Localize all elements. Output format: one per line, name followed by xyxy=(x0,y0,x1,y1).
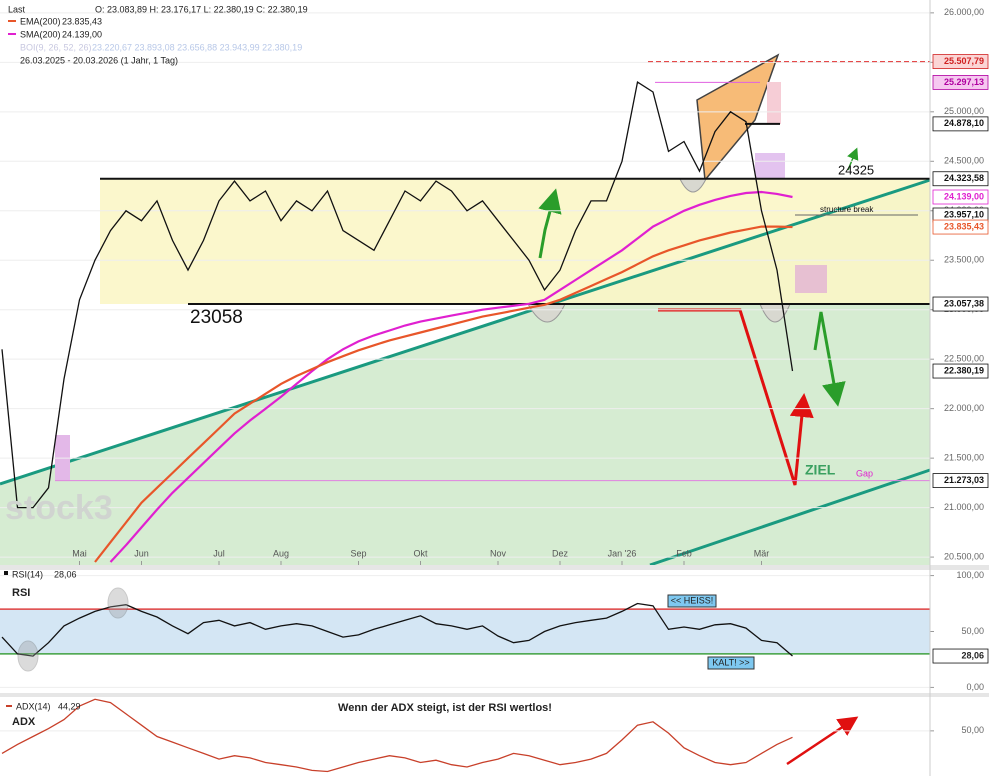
legend-value: 24.139,00 xyxy=(62,29,102,39)
x-tick-label: Okt xyxy=(413,548,428,558)
annotation: ZIEL xyxy=(805,462,836,478)
price-marker xyxy=(932,219,989,235)
legend-value: 28,06 xyxy=(54,569,77,579)
x-tick-label: Nov xyxy=(490,548,507,558)
callout xyxy=(667,594,717,608)
legend-value: 44,29 xyxy=(58,701,81,711)
price-marker-label: 25.507,79 xyxy=(944,56,984,66)
y-tick-label: 21.500,00 xyxy=(944,453,984,463)
curve-marker xyxy=(679,178,707,193)
series-line xyxy=(1,602,793,657)
price-marker xyxy=(932,473,989,488)
price-marker xyxy=(932,54,989,69)
series-line xyxy=(94,225,793,563)
x-tick-label: Sep xyxy=(350,548,366,558)
x-tick-label: Mai xyxy=(72,548,87,558)
price-marker xyxy=(932,296,989,312)
price-marker xyxy=(932,171,989,187)
indicator-values: 23.220,67 23.893,08 23.656,88 23.943,99 … xyxy=(92,42,302,52)
x-tick-label: Jun xyxy=(134,548,149,558)
price-marker-label: 23.057,38 xyxy=(944,298,984,308)
panel-separator xyxy=(0,693,989,697)
price-marker-label: 24.323,58 xyxy=(944,173,984,183)
legend-swatch xyxy=(8,20,16,22)
price-marker xyxy=(932,75,989,90)
annotation: << HEISS! xyxy=(671,595,714,605)
trend-line xyxy=(649,468,931,567)
annotation: structure break xyxy=(820,205,874,214)
arrow xyxy=(813,311,846,407)
price-marker-label: 21.273,03 xyxy=(944,475,984,485)
series-line xyxy=(1,698,793,773)
y-tick-label: 50,00 xyxy=(961,725,984,735)
curve-marker xyxy=(17,640,39,672)
callout xyxy=(707,656,755,670)
legend-label: EMA(200) xyxy=(20,16,61,26)
price-marker-label: 23.835,43 xyxy=(944,221,984,231)
price-marker-label: 25.297,13 xyxy=(944,77,984,87)
annotation: 24325 xyxy=(838,162,874,177)
indicator: BOI(9, 26, 52, 26) xyxy=(20,42,92,52)
y-tick-label: 22.000,00 xyxy=(944,403,984,413)
legend-swatch xyxy=(6,705,12,707)
price-marker-label: 22.380,19 xyxy=(944,365,984,375)
legend-swatch xyxy=(8,33,16,35)
panel-label: ADX xyxy=(12,716,36,728)
ohlc: O: 23.083,89 H: 23.176,17 L: 22.380,19 C… xyxy=(95,4,308,14)
trend-line xyxy=(0,178,931,486)
y-tick-label: 21.000,00 xyxy=(944,502,984,512)
y-tick-label: 20.500,00 xyxy=(944,551,984,561)
legend-label: ADX(14) xyxy=(16,701,51,711)
y-tick-label: 24.500,00 xyxy=(944,156,984,166)
price-marker xyxy=(932,363,989,379)
panel-separator xyxy=(0,565,989,570)
legend-value: 23.835,43 xyxy=(62,16,102,26)
annotation: 23058 xyxy=(190,307,243,328)
y-tick-label: 50,00 xyxy=(961,626,984,636)
y-tick-label: 23.500,00 xyxy=(944,255,984,265)
y-tick-label: 22.500,00 xyxy=(944,354,984,364)
legend-swatch xyxy=(4,571,8,575)
x-tick-label: Feb xyxy=(676,548,692,558)
x-tick-label: Jul xyxy=(213,548,225,558)
y-tick-label: 25.000,00 xyxy=(944,106,984,116)
annotation: Gap xyxy=(856,468,873,478)
series-line xyxy=(109,190,793,563)
y-tick-label: 100,00 xyxy=(956,570,984,580)
price-marker xyxy=(932,116,989,132)
legend-label: SMA(200) xyxy=(20,29,61,39)
title: Last xyxy=(8,4,26,14)
panel-label: RSI xyxy=(12,587,30,599)
x-tick-label: Dez xyxy=(552,548,569,558)
price-marker xyxy=(932,189,989,205)
band xyxy=(0,609,930,654)
zone xyxy=(795,265,827,293)
watermark: stock3 xyxy=(5,489,113,527)
x-tick-label: Jan '26 xyxy=(608,548,637,558)
note: Wenn der ADX steigt, ist der RSI wertlos… xyxy=(338,702,552,714)
zone xyxy=(767,82,781,124)
price-marker-label: 24.139,00 xyxy=(944,191,984,201)
price-marker xyxy=(932,648,989,664)
zone xyxy=(755,153,785,178)
zone xyxy=(55,435,70,480)
x-tick-label: Aug xyxy=(273,548,289,558)
y-tick-label: 26.000,00 xyxy=(944,7,984,17)
arrow xyxy=(538,188,562,259)
plot-area: 20.500,00 21.000,00 21.500,00 22.000,00 22.5… xyxy=(0,7,989,773)
price-marker-label: 23.957,10 xyxy=(944,209,984,219)
legend-label: RSI(14) xyxy=(12,569,43,579)
curve-marker xyxy=(107,587,129,619)
price-marker-label: 28,06 xyxy=(961,650,984,660)
x-tick-label: Mär xyxy=(754,548,770,558)
arrow xyxy=(786,716,859,766)
y-tick-label: 0,00 xyxy=(966,682,984,692)
date-range: 26.03.2025 - 20.03.2026 (1 Jahr, 1 Tag) xyxy=(20,55,178,65)
wedge xyxy=(696,53,780,182)
series-line xyxy=(1,81,794,509)
price-marker-label: 24.878,10 xyxy=(944,118,984,128)
annotation: KALT! >> xyxy=(712,657,749,667)
